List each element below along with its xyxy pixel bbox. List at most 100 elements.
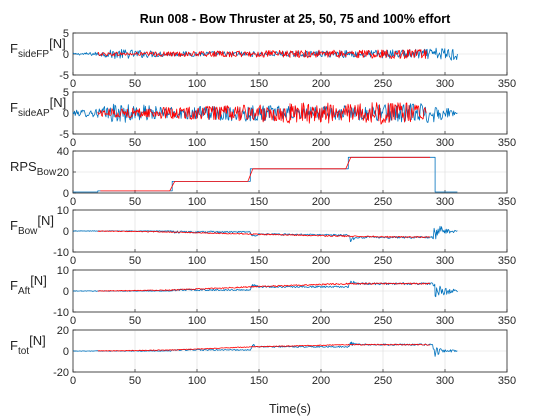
x-tick-label: 250 (374, 137, 392, 149)
y-axis-label: Ftot[N] (10, 333, 46, 357)
series-line-red (97, 102, 427, 125)
x-tick-label: 350 (498, 78, 516, 90)
x-tick-label: 100 (188, 375, 206, 387)
y-tick-label: 5 (63, 28, 69, 40)
y-axis-label-subscript: Aft (18, 286, 30, 297)
x-tick-label: 50 (129, 255, 141, 267)
x-tick-label: 150 (250, 375, 268, 387)
x-tick-label: 200 (312, 315, 330, 327)
series-line-red (97, 343, 431, 352)
y-axis-label-subscript: tot (18, 346, 29, 357)
x-tick-label: 300 (436, 375, 454, 387)
y-tick-label: 0 (63, 188, 69, 200)
y-tick-label: -5 (59, 70, 69, 82)
x-tick-label: 300 (436, 196, 454, 208)
y-tick-label: 40 (57, 146, 69, 158)
x-tick-label: 150 (250, 255, 268, 267)
y-axis-label-main: RPS (10, 159, 37, 174)
x-tick-label: 200 (312, 255, 330, 267)
y-axis-label-subscript: Bow (18, 226, 38, 237)
x-tick-label: 350 (498, 315, 516, 327)
y-axis-label-unit: [N] (50, 95, 67, 110)
x-tick-label: 250 (374, 255, 392, 267)
y-tick-label: 0 (63, 226, 69, 238)
y-tick-label: 0 (63, 49, 69, 61)
x-tick-label: 200 (312, 137, 330, 149)
y-axis-label-unit: [N] (37, 213, 54, 228)
x-tick-label: 100 (188, 196, 206, 208)
y-axis-label-unit: [N] (30, 273, 47, 288)
y-axis-label-subscript: Bow (37, 167, 57, 178)
y-tick-label: 0 (63, 346, 69, 358)
x-tick-label: 0 (70, 78, 76, 90)
y-axis-label: FsideFP[N] (10, 36, 66, 60)
x-tick-label: 0 (70, 375, 76, 387)
y-tick-label: -20 (53, 367, 69, 379)
series-line-blue (72, 103, 458, 123)
x-tick-label: 200 (312, 196, 330, 208)
x-tick-label: 0 (70, 255, 76, 267)
x-tick-label: 100 (188, 315, 206, 327)
y-tick-label: 0 (63, 286, 69, 298)
y-axis-label-main: F (10, 41, 18, 56)
y-tick-label: 10 (57, 205, 69, 217)
x-tick-label: 150 (250, 78, 268, 90)
figure-title: Run 008 - Bow Thruster at 25, 50, 75 and… (140, 12, 451, 26)
y-axis-label-main: F (10, 100, 18, 115)
x-tick-label: 0 (70, 137, 76, 149)
x-tick-label: 100 (188, 255, 206, 267)
axes-frame (72, 32, 508, 76)
y-axis-label-main: F (10, 218, 18, 233)
x-tick-label: 200 (312, 375, 330, 387)
series-line-red (97, 282, 431, 292)
y-tick-label: 5 (63, 87, 69, 99)
x-tick-label: 300 (436, 137, 454, 149)
x-tick-label: 250 (374, 78, 392, 90)
y-tick-label: 0 (63, 108, 69, 120)
x-tick-label: 0 (70, 196, 76, 208)
x-tick-label: 250 (374, 315, 392, 327)
x-tick-label: 200 (312, 78, 330, 90)
x-tick-label: 50 (129, 78, 141, 90)
y-tick-label: 20 (57, 325, 69, 337)
x-tick-label: 150 (250, 315, 268, 327)
x-tick-label: 250 (374, 196, 392, 208)
y-tick-label: 20 (57, 167, 69, 179)
x-tick-label: 50 (129, 196, 141, 208)
x-tick-label: 50 (129, 315, 141, 327)
y-axis-label-subscript: sideFP (18, 49, 49, 60)
x-tick-label: 350 (498, 137, 516, 149)
y-axis-label-main: F (10, 278, 18, 293)
x-tick-label: 350 (498, 375, 516, 387)
y-axis-label: FAft[N] (10, 273, 47, 297)
y-tick-label: 10 (57, 265, 69, 277)
y-axis-label: FsideAP[N] (10, 95, 66, 119)
x-tick-label: 250 (374, 375, 392, 387)
y-axis-label-unit: [N] (49, 36, 66, 51)
y-tick-label: -10 (53, 247, 69, 259)
series-line-red (97, 49, 427, 59)
x-tick-label: 300 (436, 78, 454, 90)
x-tick-label: 300 (436, 315, 454, 327)
y-axis-label: RPSBow (10, 159, 57, 178)
x-tick-label: 350 (498, 196, 516, 208)
y-tick-label: -10 (53, 307, 69, 319)
x-tick-label: 100 (188, 137, 206, 149)
y-tick-label: -5 (59, 129, 69, 141)
axes-frame (72, 329, 508, 373)
y-axis-label: FBow[N] (10, 213, 54, 237)
x-tick-label: 350 (498, 255, 516, 267)
x-tick-label: 150 (250, 196, 268, 208)
y-axis-label-unit: [N] (29, 333, 46, 348)
x-axis-label: Time(s) (269, 402, 311, 416)
x-tick-label: 0 (70, 315, 76, 327)
x-tick-label: 50 (129, 137, 141, 149)
